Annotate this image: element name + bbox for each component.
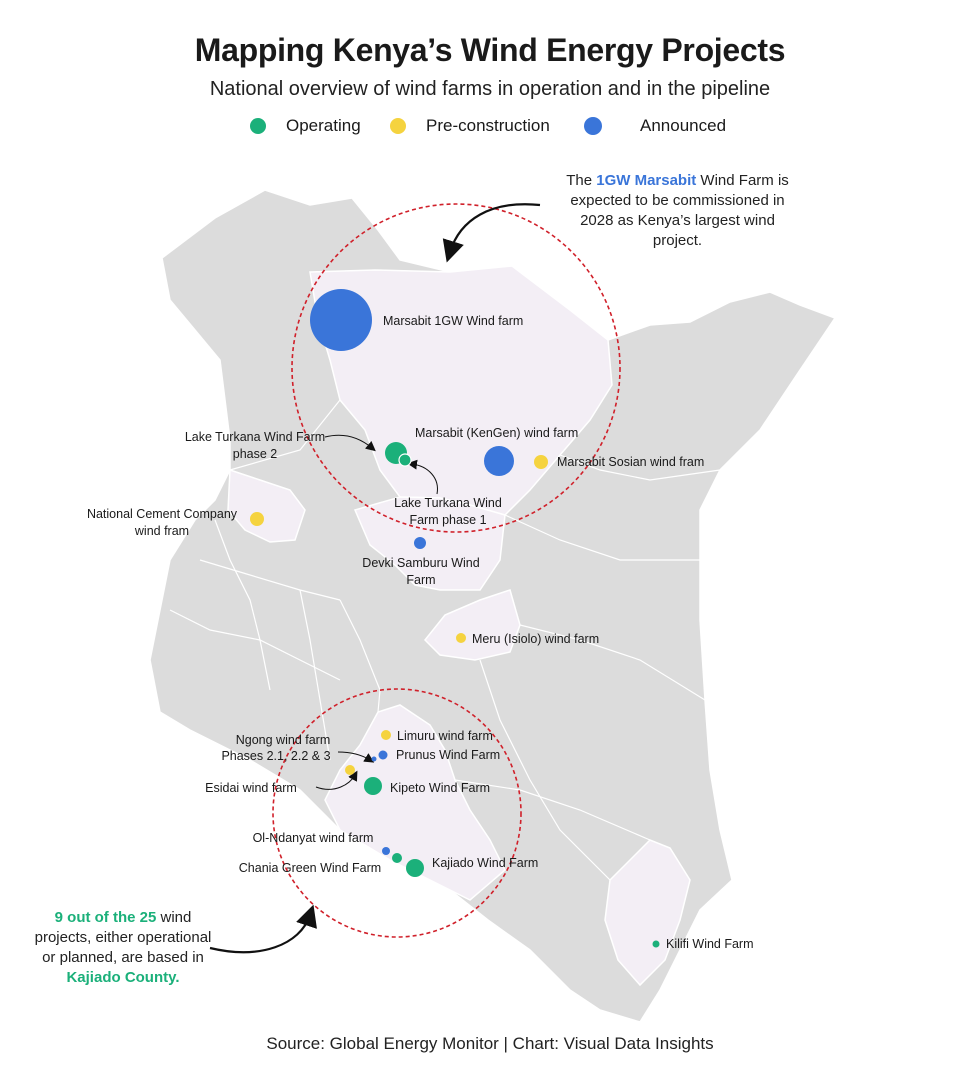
legend: Operating Pre-construction Announced [0,116,980,140]
marsabit-annotation-arrow [442,203,541,263]
kajiado-note-post1: wind [156,909,192,926]
westpokot-county [227,468,306,543]
marker-turkana-phase1[interactable] [398,453,412,467]
marsabit-annotation: The 1GW Marsabit Wind Farm is expected t… [540,171,815,251]
marker-kajiado[interactable] [406,859,424,877]
legend-label-announced: Announced [640,116,727,135]
kajiado-annotation: 9 out of the 25 wind projects, either op… [18,908,228,988]
marker-marsabit-1gw[interactable] [310,289,372,351]
label-kilifi: Kilifi Wind Farm [666,937,754,951]
wind-farm-labels: Marsabit 1GW Wind farm Lake Turkana Wind… [87,314,754,951]
marker-chania[interactable] [392,853,402,863]
label-ngong-line2: Phases 2.1, 2.2 & 3 [221,749,330,763]
marker-kengen[interactable] [484,446,514,476]
esidai-arrow [315,770,358,790]
marker-ngong[interactable] [371,756,377,762]
legend-dot-preconstruction [390,118,406,134]
kajiado-focus-circle [272,688,522,938]
kajiado-note-line3: or planned, are based in [42,949,204,966]
label-turkana2-line2: phase 2 [233,447,278,461]
marsabit-note-line3: 2028 as Kenya’s largest wind [580,212,775,229]
ngong-arrow [337,751,375,763]
label-devki-line2: Farm [406,573,435,587]
label-turkana1-line2: Farm phase 1 [409,513,486,527]
legend-dot-announced [584,117,602,135]
label-devki-line1: Devki Samburu Wind [362,556,479,570]
label-esidai: Esidai wind farm [205,781,297,795]
turkana2-arrow [324,434,376,452]
page-subtitle: National overview of wind farms in opera… [209,78,771,100]
label-ngong-line1: Ngong wind farm [236,733,331,747]
samburu-county [353,496,506,591]
kajiado-note-line2: projects, either operational [34,929,212,946]
marker-kipeto[interactable] [364,777,382,795]
marker-meru[interactable] [456,633,466,643]
legend-item-announced: Announced [584,116,726,136]
label-sosian: Marsabit Sosian wind fram [557,455,704,469]
legend-item-preconstruction: Pre-construction [390,116,550,136]
label-cement-line1: National Cement Company [87,507,238,521]
marsabit-note-pre: The [566,172,597,189]
marker-olndanyat[interactable] [382,847,390,855]
marsabit-note-highlight: 1GW Marsabit [596,172,697,189]
label-turkana1-line1: Lake Turkana Wind [394,496,502,510]
legend-item-operating: Operating [250,116,361,136]
marker-esidai[interactable] [345,765,355,775]
marsabit-note-line2: expected to be commissioned in [570,192,785,209]
label-turkana2-line1: Lake Turkana Wind Farm [185,430,325,444]
legend-dot-operating [250,118,266,134]
label-kipeto: Kipeto Wind Farm [390,781,490,795]
label-olndanyat: Ol-Ndanyat wind farm [253,831,374,845]
label-limuru: Limuru wind farm [397,729,493,743]
marker-national-cement[interactable] [250,512,264,526]
label-chania: Chania Green Wind Farm [239,861,381,875]
kajiado-note-highlight2: Kajiado County. [66,969,180,986]
marker-prunus[interactable] [378,750,388,760]
legend-label-operating: Operating [286,116,361,135]
label-prunus: Prunus Wind Farm [396,748,500,762]
county-boundaries [169,399,721,881]
page-title: Mapping Kenya’s Wind Energy Projects [194,32,786,68]
marsabit-focus-circle [291,203,621,533]
label-marsabit-1gw: Marsabit 1GW Wind farm [383,314,523,328]
wind-farm-markers [250,289,660,948]
source-footer: Source: Global Energy Monitor | Chart: V… [266,1034,714,1053]
kilifi-county [604,839,691,987]
label-kajiado: Kajiado Wind Farm [432,856,538,870]
marsabit-note-line4: project. [652,232,703,249]
kajiado-annotation-arrow [209,904,317,954]
turkana1-arrow [407,459,438,495]
label-meru: Meru (Isiolo) wind farm [472,632,599,646]
marker-limuru[interactable] [381,730,391,740]
legend-label-preconstruction: Pre-construction [426,116,550,135]
marker-kilifi[interactable] [652,940,660,948]
kajiado-note-highlight1: 9 out of the 25 [54,909,157,926]
marsabit-note-post: Wind Farm is [696,172,789,189]
label-cement-line2: wind fram [134,524,189,538]
marker-sosian[interactable] [534,455,548,469]
label-kengen: Marsabit (KenGen) wind farm [415,426,578,440]
marker-devki[interactable] [414,537,426,549]
